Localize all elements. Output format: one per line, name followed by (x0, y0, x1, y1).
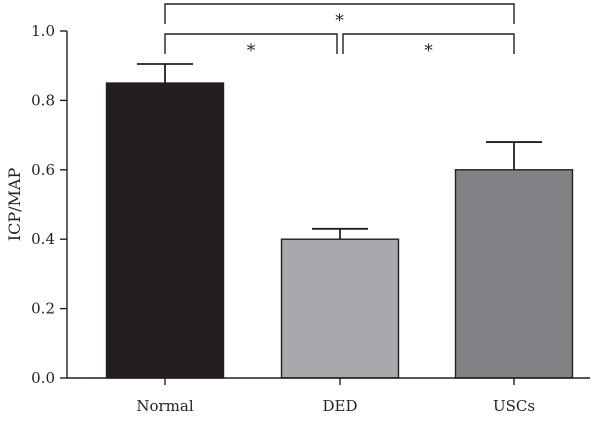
y-axis: 0.0 0.2 0.4 0.6 0.8 1.0 (31, 22, 68, 387)
x-axis: Normal DED USCs (67, 377, 590, 415)
y-tick-label: 0.8 (31, 91, 55, 109)
x-tick-label: Normal (136, 397, 193, 415)
x-tick-label: USCs (493, 397, 535, 415)
significance-bracket (164, 3, 515, 24)
x-tick-label: DED (322, 397, 357, 415)
significance-star: * (247, 41, 256, 61)
bar-ded (280, 238, 400, 379)
y-tick-label: 0.0 (31, 369, 55, 387)
error-bars (137, 63, 542, 240)
significance-star: * (424, 41, 433, 61)
significance-bracket (342, 33, 515, 54)
significance-bracket (164, 33, 338, 54)
significance-star: * (335, 11, 344, 31)
y-tick-label: 0.4 (31, 230, 55, 248)
bar-uscs (454, 169, 574, 379)
significance-brackets: * * * (164, 3, 515, 61)
y-axis-title: ICP/MAP (5, 168, 24, 242)
bars (105, 82, 574, 379)
bar-normal (105, 82, 225, 379)
y-tick-label: 0.6 (31, 161, 55, 179)
y-tick-label: 0.2 (31, 300, 55, 318)
y-tick-label: 1.0 (31, 22, 55, 40)
